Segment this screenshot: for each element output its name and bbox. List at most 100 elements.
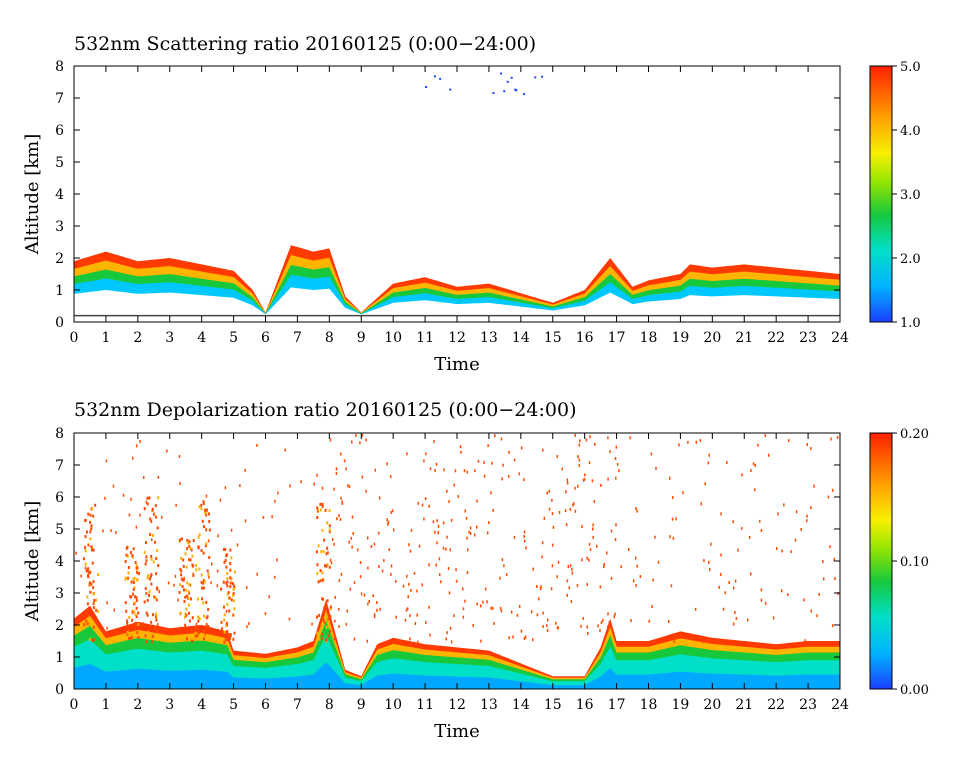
plume-dot: [89, 513, 92, 517]
plume-dot: [326, 551, 329, 555]
noise-dot: [591, 479, 594, 483]
noise-dot: [348, 485, 351, 489]
noise-dot: [687, 440, 689, 444]
noise-dot: [806, 519, 808, 523]
plume-dot: [233, 570, 236, 574]
plume-dot: [151, 533, 154, 537]
noise-dot: [325, 552, 328, 556]
noise-dot: [407, 595, 409, 599]
plume-dot: [191, 639, 194, 643]
noise-dot: [550, 587, 553, 591]
plume-dot: [126, 632, 129, 636]
noise-dot: [682, 491, 684, 495]
plume-dot: [85, 619, 88, 623]
noise-dot: [557, 626, 560, 630]
noise-dot: [502, 463, 504, 467]
plume-dot: [224, 547, 227, 551]
plume-dot: [205, 528, 208, 532]
noise-dot: [704, 482, 706, 486]
noise-dot: [501, 558, 504, 562]
plume-dot: [149, 532, 152, 536]
plume-dot: [207, 512, 210, 516]
plume-dot: [232, 613, 235, 617]
plume-dot: [87, 512, 90, 516]
plume-dot: [180, 537, 183, 541]
noise-dot: [341, 502, 344, 506]
noise-dot: [695, 440, 698, 444]
plume-dot: [131, 553, 134, 557]
noise-dot: [492, 606, 494, 610]
noise-dot: [510, 610, 513, 614]
noise-dot: [657, 560, 660, 564]
noise-dot: [591, 527, 594, 531]
plume-dot: [126, 554, 129, 558]
noise-dot: [609, 450, 611, 454]
noise-dot: [387, 520, 390, 524]
y-tick-label: 0: [55, 315, 64, 331]
noise-dot: [800, 527, 802, 531]
plume-dot: [194, 634, 197, 638]
plume-dot: [195, 568, 198, 572]
plume-dot: [151, 634, 154, 638]
plume-dot: [319, 502, 322, 506]
plume-dot: [328, 565, 331, 569]
x-tick-label: 2: [133, 330, 142, 346]
noise-dot: [670, 584, 673, 588]
noise-dot: [157, 623, 159, 627]
x-tick-label: 18: [640, 330, 658, 346]
y-tick-label: 2: [55, 618, 64, 634]
noise-dot: [654, 535, 656, 539]
plume-dot: [197, 546, 200, 550]
noise-dot: [208, 575, 210, 579]
noise-dot: [405, 608, 408, 612]
noise-dot: [352, 531, 354, 535]
noise-dot: [353, 637, 356, 641]
noise-dot: [813, 484, 815, 488]
noise-dot: [376, 608, 378, 612]
plume-dot: [144, 541, 147, 545]
plume-dot: [325, 604, 328, 608]
noise-dot: [708, 560, 710, 564]
plume-dot: [151, 507, 154, 511]
plume-dot: [92, 638, 95, 642]
plume-dot: [84, 519, 87, 523]
plume-dot: [90, 548, 93, 552]
noise-dot: [741, 473, 743, 477]
noise-dot: [608, 621, 611, 625]
noise-dot: [492, 508, 494, 512]
plume-dot: [130, 580, 133, 584]
noise-dot: [338, 625, 340, 629]
x-tick-label: 10: [384, 330, 402, 346]
noise-dot: [523, 535, 525, 539]
plume-dot: [150, 557, 153, 561]
noise-dot: [484, 587, 487, 591]
noise-dot: [589, 548, 592, 552]
noise-dot: [577, 455, 579, 459]
noise-dot: [408, 543, 410, 547]
noise-dot: [334, 595, 336, 599]
noise-dot: [373, 613, 376, 617]
plume-dot: [89, 530, 92, 534]
noise-dot: [732, 586, 735, 590]
plume-dot: [183, 615, 186, 619]
plume-dot: [227, 632, 230, 636]
colorbar-tick-label: 4.0: [900, 124, 921, 139]
plume-dot: [92, 602, 95, 606]
noise-dot: [767, 453, 770, 457]
plume-dot: [95, 608, 98, 612]
noise-dot: [340, 572, 343, 576]
noise-dot: [474, 469, 476, 473]
plume-dot: [323, 564, 326, 568]
noise-dot: [524, 635, 527, 639]
noise-dot: [416, 613, 418, 617]
noise-dot: [154, 615, 157, 619]
noise-dot: [539, 587, 542, 591]
noise-dot: [340, 452, 342, 456]
noise-dot: [446, 535, 448, 539]
noise-dot: [84, 566, 87, 570]
y-tick-label: 7: [55, 458, 64, 474]
noise-dot: [822, 560, 824, 564]
noise-dot: [409, 614, 411, 618]
noise-dot: [610, 529, 613, 533]
noise-dot: [106, 626, 108, 630]
